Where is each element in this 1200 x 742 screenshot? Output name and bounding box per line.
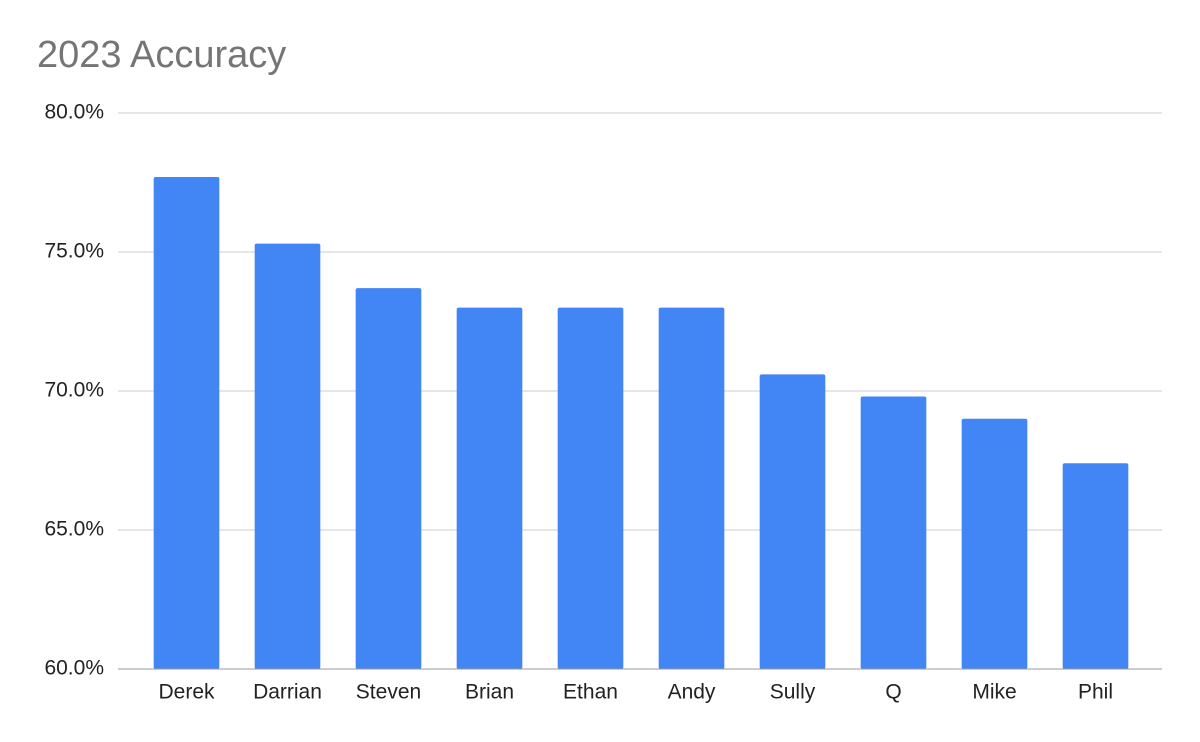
x-tick-label: Derek [158, 681, 215, 704]
y-tick-label: 75.0% [44, 240, 104, 263]
bar [153, 176, 220, 669]
bar [1062, 463, 1129, 669]
x-tick-label: Phil [1078, 681, 1113, 704]
x-tick-label: Sully [770, 681, 816, 704]
x-tick-label: Ethan [563, 681, 618, 704]
x-tick-label: Darrian [253, 681, 322, 704]
x-tick-label: Brian [465, 681, 514, 704]
y-tick-label: 80.0% [44, 101, 104, 124]
bar [961, 418, 1028, 669]
bar [557, 307, 624, 669]
x-tick-label: Q [885, 681, 901, 704]
x-tick-label: Steven [356, 681, 421, 704]
bar [254, 243, 321, 669]
y-tick-label: 60.0% [44, 657, 104, 680]
bar [658, 307, 725, 669]
chart-title: 2023 Accuracy [37, 34, 286, 76]
bar [860, 396, 927, 669]
bar [759, 374, 826, 669]
y-tick-label: 65.0% [44, 518, 104, 541]
x-tick-label: Mike [972, 681, 1016, 704]
y-tick-label: 70.0% [44, 379, 104, 402]
x-tick-label: Andy [668, 681, 716, 704]
bar [456, 307, 523, 669]
bar [355, 288, 422, 669]
